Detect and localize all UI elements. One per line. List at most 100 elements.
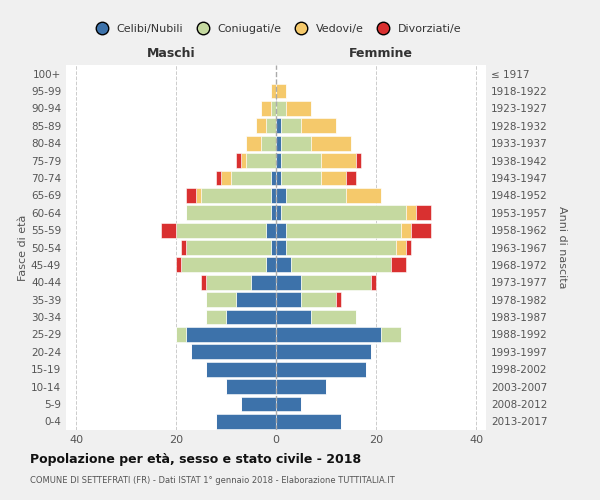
Bar <box>206 292 236 307</box>
Bar <box>356 153 361 168</box>
Bar <box>176 327 186 342</box>
Bar <box>276 379 326 394</box>
Bar <box>241 396 276 411</box>
Bar <box>391 258 406 272</box>
Bar <box>396 240 406 255</box>
Bar <box>271 188 276 202</box>
Bar <box>346 170 356 186</box>
Y-axis label: Anni di nascita: Anni di nascita <box>557 206 567 289</box>
Bar <box>276 327 381 342</box>
Bar <box>276 101 286 116</box>
Bar <box>261 101 271 116</box>
Bar <box>276 153 281 168</box>
Text: Femmine: Femmine <box>349 47 413 60</box>
Bar <box>311 310 356 324</box>
Bar <box>206 275 251 289</box>
Bar <box>281 170 321 186</box>
Bar <box>271 240 276 255</box>
Bar <box>256 118 266 133</box>
Bar <box>406 206 416 220</box>
Bar <box>301 118 336 133</box>
Bar <box>176 222 266 238</box>
Legend: Celibi/Nubili, Coniugati/e, Vedovi/e, Divorziati/e: Celibi/Nubili, Coniugati/e, Vedovi/e, Di… <box>86 20 466 38</box>
Bar <box>266 258 276 272</box>
Bar <box>176 258 181 272</box>
Bar <box>406 240 411 255</box>
Bar <box>276 275 301 289</box>
Bar <box>276 118 281 133</box>
Bar <box>276 240 286 255</box>
Bar <box>271 101 276 116</box>
Bar <box>371 275 376 289</box>
Bar <box>346 188 381 202</box>
Bar <box>186 327 276 342</box>
Bar <box>261 136 276 150</box>
Bar <box>286 222 401 238</box>
Bar <box>266 222 276 238</box>
Bar <box>231 170 271 186</box>
Bar <box>266 118 276 133</box>
Bar <box>206 362 276 376</box>
Bar <box>276 258 291 272</box>
Bar <box>411 222 431 238</box>
Bar <box>281 206 406 220</box>
Bar <box>276 344 371 359</box>
Bar <box>226 379 276 394</box>
Bar <box>206 310 226 324</box>
Bar <box>201 275 206 289</box>
Bar <box>301 275 371 289</box>
Bar <box>276 362 366 376</box>
Bar <box>276 310 311 324</box>
Bar <box>276 136 281 150</box>
Bar <box>271 170 276 186</box>
Text: COMUNE DI SETTEFRATI (FR) - Dati ISTAT 1° gennaio 2018 - Elaborazione TUTTITALIA: COMUNE DI SETTEFRATI (FR) - Dati ISTAT 1… <box>30 476 395 485</box>
Bar <box>161 222 176 238</box>
Bar <box>271 84 276 98</box>
Bar <box>186 206 271 220</box>
Text: Maschi: Maschi <box>146 47 196 60</box>
Text: Popolazione per età, sesso e stato civile - 2018: Popolazione per età, sesso e stato civil… <box>30 452 361 466</box>
Bar <box>291 258 391 272</box>
Bar <box>251 275 276 289</box>
Bar <box>286 188 346 202</box>
Bar <box>186 188 196 202</box>
Bar <box>201 188 271 202</box>
Bar <box>236 292 276 307</box>
Bar <box>321 153 356 168</box>
Bar <box>276 396 301 411</box>
Bar <box>276 84 286 98</box>
Bar <box>246 153 276 168</box>
Bar <box>246 136 261 150</box>
Bar <box>276 414 341 428</box>
Bar <box>281 118 301 133</box>
Bar <box>311 136 351 150</box>
Bar <box>216 170 221 186</box>
Bar <box>236 153 241 168</box>
Bar <box>191 344 276 359</box>
Bar <box>281 153 321 168</box>
Bar <box>281 136 311 150</box>
Bar <box>276 206 281 220</box>
Bar <box>321 170 346 186</box>
Bar <box>186 240 271 255</box>
Bar <box>226 310 276 324</box>
Bar <box>276 292 301 307</box>
Bar <box>286 240 396 255</box>
Bar <box>181 240 186 255</box>
Bar <box>401 222 411 238</box>
Bar <box>271 206 276 220</box>
Bar <box>301 292 336 307</box>
Bar <box>381 327 401 342</box>
Bar <box>336 292 341 307</box>
Bar <box>416 206 431 220</box>
Bar <box>216 414 276 428</box>
Bar <box>241 153 246 168</box>
Y-axis label: Fasce di età: Fasce di età <box>18 214 28 280</box>
Bar <box>286 101 311 116</box>
Bar <box>221 170 231 186</box>
Bar <box>181 258 266 272</box>
Bar <box>276 222 286 238</box>
Bar <box>276 170 281 186</box>
Bar <box>196 188 201 202</box>
Bar <box>276 188 286 202</box>
